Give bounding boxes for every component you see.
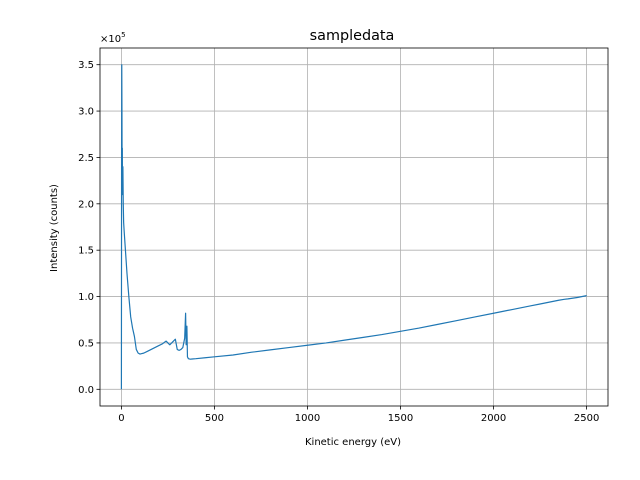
x-tick-label: 1500 (388, 413, 413, 424)
y-tick-label: 2.5 (78, 153, 94, 164)
series-line (120, 64, 587, 390)
chart-title: sampledata (310, 28, 395, 44)
y-tick-label: 2.0 (78, 199, 94, 210)
y-offset-label: ×105 (100, 31, 126, 45)
y-offset-exponent: 5 (121, 31, 125, 39)
y-tick-label: 1.5 (78, 246, 94, 257)
y-tick-label: 1.0 (78, 292, 94, 303)
y-tick-label: 3.5 (78, 60, 94, 71)
x-axis-ticks: 0 500 1000 1500 2000 2500 (118, 406, 599, 424)
x-tick-label: 2000 (481, 413, 506, 424)
y-tick-label: 3.0 (78, 107, 94, 118)
x-tick-label: 0 (118, 413, 124, 424)
y-tick-label: 0.0 (78, 385, 94, 396)
y-offset-base: ×10 (100, 34, 121, 45)
y-tick-label: 0.5 (78, 338, 94, 349)
grid (100, 48, 608, 406)
x-axis-label: Kinetic energy (eV) (305, 437, 401, 448)
x-tick-label: 2500 (574, 413, 599, 424)
plot-frame (99, 47, 609, 407)
x-tick-label: 1000 (295, 413, 320, 424)
y-axis-ticks: 0.0 0.5 1.0 1.5 2.0 2.5 3.0 3.5 (78, 60, 100, 396)
y-axis-label: Intensity (counts) (49, 184, 60, 272)
series-layer (120, 64, 587, 390)
x-tick-label: 500 (205, 413, 224, 424)
